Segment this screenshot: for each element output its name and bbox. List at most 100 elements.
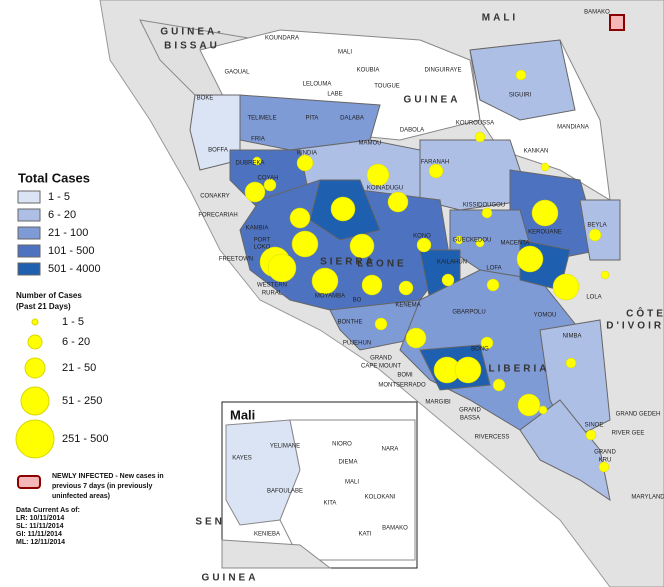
region-label: LOFA	[486, 266, 501, 272]
boke	[189, 94, 241, 171]
case-circle	[538, 405, 548, 415]
region-label: CAPE MOUNT	[361, 364, 401, 370]
case-circle	[600, 270, 610, 280]
case-circle	[349, 233, 375, 259]
region-label: KRU	[599, 458, 612, 464]
inset-label: KITA	[324, 501, 337, 507]
region-label: KOINADUGU	[367, 186, 403, 192]
legend-label: 1 - 5	[62, 316, 84, 328]
inset-label: KENIEBA	[254, 532, 280, 538]
region-label: BOMI	[397, 373, 413, 379]
region-label: KISSIDOUGOU	[463, 203, 505, 209]
legend-circle	[24, 357, 46, 379]
region-label: MARYLAND	[631, 495, 664, 501]
legend-label: 1 - 5	[48, 191, 70, 203]
region-label: KEROUANE	[528, 230, 562, 236]
case-circle	[428, 163, 444, 179]
data-current: SL: 11/11/2014	[16, 523, 64, 530]
region-label: GUECKEDOU	[453, 238, 492, 244]
region-label: MAMOU	[359, 141, 382, 147]
legend-title: Total Cases	[18, 170, 90, 185]
region-label: BO	[353, 298, 362, 304]
region-label: COYAH	[258, 176, 279, 182]
region-label: DABOLA	[400, 128, 424, 134]
region-label: GRAND	[594, 450, 616, 456]
region-label: KAMBIA	[246, 226, 269, 232]
inset-label: KATI	[359, 532, 372, 538]
region-label: GRAND GEDEH	[616, 412, 661, 418]
case-circle	[454, 235, 464, 245]
legend-swatch	[17, 244, 41, 258]
case-circle	[267, 253, 297, 283]
case-circle	[441, 273, 455, 287]
region-label: BONG	[471, 347, 489, 353]
case-circle	[374, 317, 388, 331]
data-current: Data Current As of:	[16, 507, 80, 514]
case-circle	[252, 156, 262, 166]
legend-swatch	[17, 262, 41, 276]
case-circle	[289, 207, 311, 229]
legend-label: 6 - 20	[48, 209, 76, 221]
region-label: KONO	[413, 234, 431, 240]
region-label: KANKAN	[524, 149, 549, 155]
case-circle	[398, 280, 414, 296]
country-label: CÔTE	[626, 307, 664, 320]
region-label: GRAND	[459, 408, 481, 414]
legend-title: (Past 21 Days)	[16, 302, 71, 311]
region-label: KOUBIA	[357, 68, 380, 74]
newly-infected-area	[609, 14, 625, 31]
region-label: MOYAMBA	[315, 294, 345, 300]
faranah	[419, 139, 531, 211]
region-label: KENEMA	[395, 303, 420, 309]
region-label: KAILAHUN	[437, 260, 467, 266]
region-label: MONTSERRADO	[378, 383, 426, 389]
case-circle	[492, 378, 506, 392]
region-label: LELOUMA	[303, 82, 332, 88]
newly-infected-note: uninfected areas)	[52, 493, 110, 500]
country-label: BISSAU	[164, 41, 220, 52]
case-circle	[311, 267, 339, 295]
region-label: GAOUAL	[224, 70, 250, 76]
case-circle	[585, 429, 597, 441]
data-current: LR: 10/11/2014	[16, 515, 64, 522]
region-label: DUBREKA	[235, 161, 264, 167]
case-circle	[486, 278, 500, 292]
case-circle	[588, 228, 602, 242]
region-label: WESTERN	[257, 283, 287, 289]
case-circle	[405, 327, 427, 349]
legend-circle	[20, 386, 50, 416]
beyla	[579, 199, 621, 261]
region-label: PORT	[254, 238, 271, 244]
country-label: GUINEA	[404, 95, 461, 106]
inset-label: KAYES	[232, 456, 252, 462]
region-label: YOMOU	[534, 313, 557, 319]
case-circle	[475, 238, 485, 248]
region-label: KOUROUSSA	[456, 121, 494, 127]
inset-label: BAMAKO	[382, 526, 408, 532]
legend-label: 21 - 50	[62, 362, 96, 374]
case-circle	[517, 393, 541, 417]
region-label: LABE	[327, 92, 342, 98]
inset-label: NARA	[382, 447, 399, 453]
case-circle	[480, 336, 494, 350]
case-circles	[244, 69, 610, 536]
legend-label: 21 - 100	[48, 227, 88, 239]
case-circle	[296, 154, 314, 172]
legend-swatch	[17, 208, 41, 222]
region-label: BOFFA	[208, 148, 228, 154]
inset-label: DIEMA	[338, 460, 357, 466]
inset-label: BAFOULABE	[267, 489, 303, 495]
case-circle	[565, 357, 577, 369]
region-label: FARANAH	[421, 160, 449, 166]
inset-label: NIORO	[332, 442, 352, 448]
case-circle	[291, 230, 319, 258]
legend-label: 6 - 20	[62, 336, 90, 348]
case-circle	[361, 274, 383, 296]
region-label: SINOE	[585, 423, 604, 429]
region-label: KOUNDARA	[265, 36, 299, 42]
region-label: PITA	[306, 116, 319, 122]
case-circle	[263, 178, 277, 192]
country-label: SIERRA	[320, 257, 376, 268]
